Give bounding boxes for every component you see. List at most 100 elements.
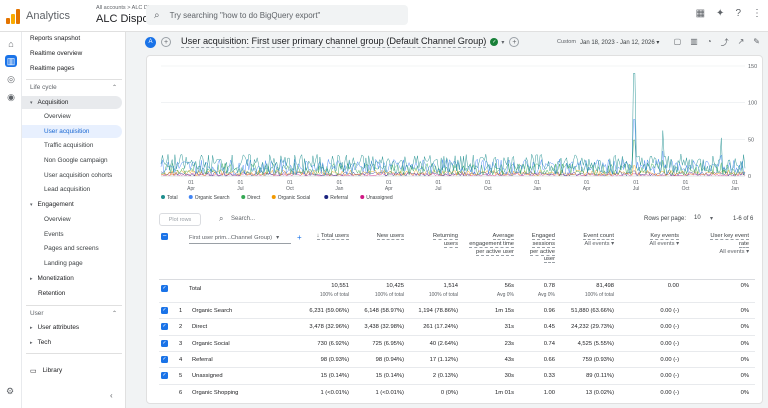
channel-name: Direct [192, 324, 208, 331]
advertising-icon[interactable]: ◉ [7, 91, 15, 102]
help-icon[interactable]: ? [735, 8, 741, 19]
sidebar-item-engagement[interactable]: ▾ Engagement [30, 201, 74, 208]
add-comparison-icon[interactable]: + [161, 37, 171, 47]
column-header[interactable]: User key event rate All events ▾ [699, 233, 749, 256]
column-header[interactable]: Average engagement time per active user [469, 233, 514, 256]
lifecycle-section[interactable]: Life cycle ⌃ [30, 84, 117, 91]
analytics-logo-icon[interactable] [6, 8, 20, 24]
table-cell: 6,231 (59.06%) [309, 308, 349, 314]
row-checkbox[interactable]: ✓ [161, 372, 168, 380]
column-header[interactable]: Engaged sessions per active user [523, 233, 555, 264]
table-row[interactable]: 6 Organic Shopping 1 (<0.01%) 1 (<0.01%) 0 (… [159, 383, 755, 400]
user-acquisition-chart: 15010050001Apr01Jul01Oct01Jan01Apr01Jul0… [160, 64, 757, 201]
table-cell: 51,880 (63.66%) [571, 308, 614, 314]
table-cell: 4,525 (5.55%) [577, 340, 614, 347]
apps-grid-icon[interactable]: ▦ [695, 8, 706, 19]
sidebar-item-acq-overview[interactable]: Overview [44, 113, 71, 120]
comparison-avatar[interactable]: A [145, 36, 156, 48]
sidebar-item-user-attributes[interactable]: ▸ User attributes [30, 324, 80, 331]
total-cell: 10,551 [331, 283, 349, 289]
search-bar[interactable]: ⌕ Try searching "how to do BigQuery expo… [146, 5, 408, 25]
select-all-checkbox[interactable]: − [161, 233, 168, 240]
legend-label: Unassigned [366, 195, 393, 201]
reports-icon[interactable]: ▥ [5, 55, 17, 67]
column-header-filter[interactable]: All events ▾ [719, 248, 749, 255]
home-icon[interactable]: ⌂ [8, 39, 14, 49]
column-header-filter[interactable]: All events ▾ [584, 240, 614, 247]
row-checkbox[interactable]: ✓ [161, 323, 168, 331]
chevron-down-icon[interactable]: ▾ [710, 216, 714, 222]
column-header[interactable]: Returning users [418, 233, 458, 249]
table-cell: 725 (6.95%) [372, 340, 404, 347]
table-row[interactable]: ✓ 5 Unassigned 15 (0.14%) 15 (0.14%) 2 (0.13%… [159, 367, 755, 383]
plot-rows-button[interactable]: Plot rows [159, 213, 201, 226]
column-header[interactable]: Event count All events ▾ [564, 233, 614, 249]
sidebar-item-traffic-acquisition[interactable]: Traffic acquisition [44, 142, 94, 149]
column-header[interactable]: Key events All events ▾ [629, 233, 679, 249]
sidebar-item-reports-snapshot[interactable]: Reports snapshot [30, 35, 81, 42]
table-cell: 89 (0.11%) [586, 373, 614, 380]
sidebar-item-events[interactable]: Events [44, 231, 64, 238]
customize-report-icon[interactable]: ▥ [690, 36, 698, 46]
x-tick-month: Jan [533, 186, 541, 192]
sidebar-item-retention[interactable]: Retention [38, 290, 66, 297]
sidebar-item-pages-and-screens[interactable]: Pages and screens [44, 245, 99, 252]
sidebar-item-user-acquisition[interactable]: User acquisition [22, 125, 122, 138]
table-cell: 0% [740, 373, 749, 380]
row-number: 3 [179, 340, 183, 347]
share-icon[interactable]: ⤴ [720, 37, 729, 47]
y-tick-label: 0 [748, 174, 751, 180]
total-subcell: Avg 0% [496, 292, 514, 298]
add-dimension-icon[interactable]: + [297, 233, 302, 242]
settings-gear-icon[interactable]: ⚙ [6, 386, 15, 396]
more-vert-icon[interactable]: ⋮ [752, 8, 762, 19]
table-row[interactable]: ✓ 1 Organic Search 6,231 (59.06%) 6,148 (58.… [159, 302, 755, 318]
report-header: A + User acquisition: First user primary… [140, 33, 768, 51]
sidebar-item-library[interactable]: ▭ Library [30, 367, 63, 375]
row-checkbox[interactable]: ✓ [161, 339, 168, 347]
table-cell: 98 (0.94%) [375, 356, 404, 363]
table-row[interactable]: ✓ 4 Referral 98 (0.93%) 98 (0.94%) 17 (1.12%)… [159, 350, 755, 367]
search-icon: ⌕ [154, 9, 160, 21]
left-rail: ⌂ ▥ ◎ ◉ [0, 32, 22, 408]
table-cell: 1,194 (78.86%) [418, 308, 458, 314]
edit-pencil-icon[interactable]: ✎ [753, 36, 760, 46]
total-subcell: Avg 0% [537, 292, 555, 298]
sidebar-item-realtime-overview[interactable]: Realtime overview [30, 50, 83, 57]
rows-per-page-select[interactable]: 10 [694, 215, 701, 221]
column-header[interactable]: New users [364, 233, 404, 241]
chevron-down-icon[interactable]: ▾ [501, 39, 505, 46]
insights-sparkle-icon[interactable]: ✦ [716, 8, 725, 19]
row-checkbox[interactable]: ✓ [161, 307, 168, 314]
sidebar-item-realtime-pages[interactable]: Realtime pages [30, 65, 75, 72]
sidebar-item-non-google-campaign[interactable]: Non Google campaign [44, 157, 108, 164]
trend-icon[interactable]: ↗ [737, 36, 745, 46]
collapse-nav-icon[interactable]: ‹ [110, 391, 113, 400]
insights-icon[interactable]: ◔ [706, 36, 712, 46]
add-comparison-icon[interactable]: + [509, 37, 520, 47]
dimension-selector[interactable]: First user prim...Channel Group) ▾ [189, 233, 291, 244]
date-range-picker[interactable]: Jan 18, 2023 - Jan 12, 2026 ▾ [580, 39, 660, 46]
table-cell: 0.00 (-) [660, 340, 679, 347]
sidebar-item-eng-overview[interactable]: Overview [44, 216, 71, 223]
page-title[interactable]: User acquisition: First user primary cha… [181, 36, 487, 48]
sidebar-item-user-acquisition-cohorts[interactable]: User acquisition cohorts [44, 172, 113, 179]
sidebar-item-landing-page[interactable]: Landing page [44, 260, 83, 267]
channel-name: Organic Shopping [192, 389, 239, 396]
column-header[interactable]: ↓ Total users [299, 233, 349, 241]
sidebar-item-monetization[interactable]: ▸ Monetization [30, 275, 74, 282]
sidebar-item-acquisition[interactable]: ▾ Acquisition [22, 96, 122, 109]
table-row[interactable]: ✓ 3 Organic Social 730 (6.92%) 725 (6.95%) 40… [159, 334, 755, 351]
x-tick-month: Jan [731, 186, 739, 192]
row-checkbox[interactable]: ✓ [161, 285, 168, 292]
table-cell: 0.74 [543, 340, 555, 347]
row-checkbox[interactable]: ✓ [161, 355, 168, 363]
column-header-filter[interactable]: All events ▾ [649, 240, 679, 247]
table-row[interactable]: ✓ 2 Direct 3,478 (32.96%) 3,438 (32.98%) 261 … [159, 318, 755, 334]
sidebar-item-tech[interactable]: ▸ Tech [30, 339, 52, 346]
user-section[interactable]: User ⌃ [30, 310, 117, 317]
edit-comparisons-icon[interactable]: ▢ [673, 36, 682, 46]
sidebar-item-lead-acquisition[interactable]: Lead acquisition [44, 186, 91, 193]
table-search-input[interactable]: Search... [231, 216, 256, 222]
explore-icon[interactable]: ◎ [7, 73, 15, 84]
